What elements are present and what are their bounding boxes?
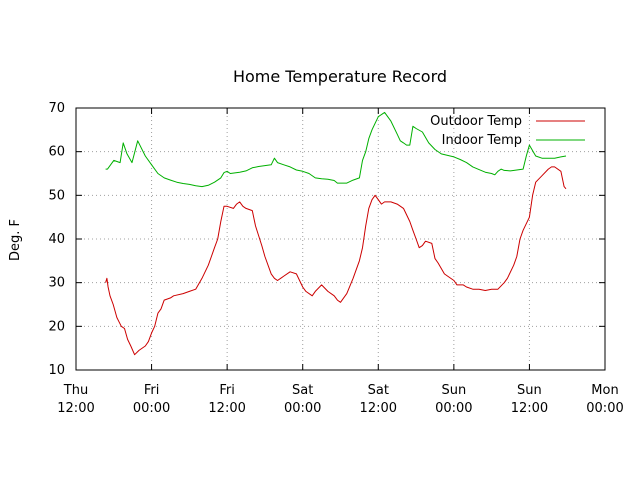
x-tick-label-day: Sun [517, 383, 542, 398]
legend: Outdoor Temp Indoor Temp [430, 114, 585, 148]
y-tick-label: 60 [48, 145, 65, 160]
series-line-indoor-temp [105, 111, 567, 188]
x-tick-label-time: 00:00 [133, 401, 170, 416]
x-tick-label-day: Mon [591, 383, 618, 398]
series-layer [105, 111, 567, 356]
x-tick-label-time: 00:00 [284, 401, 321, 416]
x-tick-label-time: 12:00 [208, 401, 245, 416]
axis-layer: 10 20 30 40 50 60 70 Thu 12:00 Fri 00:00 Fri 12:00 Sa… [48, 101, 623, 416]
x-tick-label-day: Sat [368, 383, 389, 398]
series-line-outdoor-temp [105, 166, 567, 356]
legend-label: Outdoor Temp [430, 114, 522, 129]
x-tick-label-day: Sat [292, 383, 313, 398]
x-tick-label-day: Fri [144, 383, 160, 398]
y-tick-label: 10 [48, 363, 65, 378]
x-tick-label-time: 12:00 [511, 401, 548, 416]
x-tick-label-day: Sun [441, 383, 466, 398]
chart-title: Home Temperature Record [233, 67, 447, 86]
grid-layer [76, 108, 605, 370]
legend-label: Indoor Temp [442, 133, 522, 148]
x-tick-label-time: 12:00 [360, 401, 397, 416]
y-tick-label: 70 [48, 101, 65, 116]
x-tick-label-time: 00:00 [586, 401, 623, 416]
y-tick-label: 30 [48, 276, 65, 291]
y-tick-label: 20 [48, 319, 65, 334]
y-tick-label: 50 [48, 188, 65, 203]
y-tick-label: 40 [48, 232, 65, 247]
x-tick-label-day: Thu [63, 383, 88, 398]
x-tick-label-time: 12:00 [57, 401, 94, 416]
x-tick-label-time: 00:00 [435, 401, 472, 416]
y-axis-label: Deg. F [8, 219, 23, 261]
x-tick-label-day: Fri [219, 383, 235, 398]
